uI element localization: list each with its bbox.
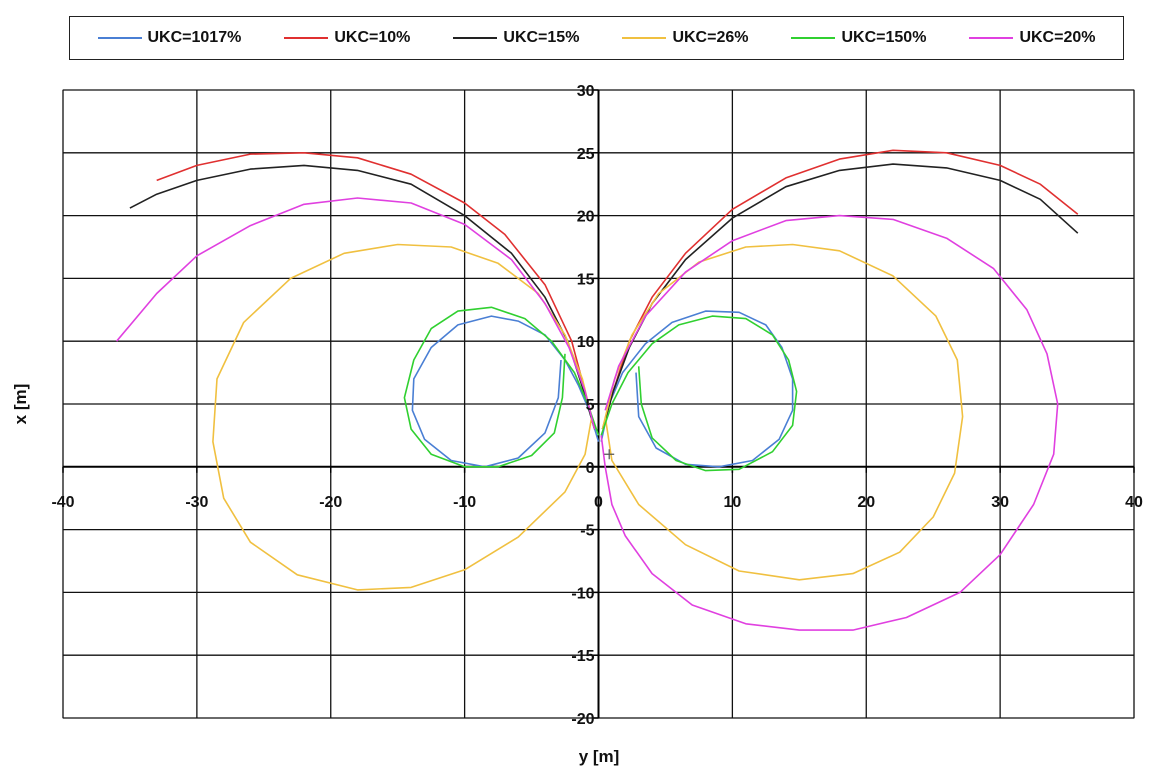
series-line xyxy=(212,243,596,591)
legend-swatch xyxy=(284,37,329,39)
y-tick-label: -5 xyxy=(580,523,594,540)
x-tick-label: 0 xyxy=(594,494,603,511)
legend: UKC=1017% UKC=10% UKC=15% UKC=26% UKC=150% UK… xyxy=(69,16,1124,60)
legend-label: UKC=26% xyxy=(672,29,749,46)
x-tick-label: 20 xyxy=(857,494,875,511)
series-line xyxy=(403,306,600,468)
series-line xyxy=(600,315,798,472)
x-axis-title: y [m] xyxy=(579,747,620,766)
legend-item: UKC=1017% xyxy=(97,29,242,47)
legend-label: UKC=150% xyxy=(841,29,927,46)
series-line xyxy=(115,197,596,430)
x-tick-label: 40 xyxy=(1125,494,1143,511)
legend-item: UKC=26% xyxy=(622,29,748,47)
legend-item: UKC=150% xyxy=(791,29,926,47)
legend-item: UKC=15% xyxy=(453,29,579,47)
series-layer xyxy=(115,149,1079,631)
y-tick-label: 20 xyxy=(577,209,595,226)
x-tick-label: 10 xyxy=(723,494,741,511)
x-tick-label: -40 xyxy=(51,494,74,511)
x-tick-label: 30 xyxy=(991,494,1009,511)
series-line xyxy=(600,214,1059,631)
tick-labels: -40 -30 -20 -10 0 10 20 30 40-20-15-10-505101520… xyxy=(51,83,1143,728)
y-tick-label: -15 xyxy=(571,648,594,665)
start-marker xyxy=(604,449,615,460)
y-tick-label: 15 xyxy=(577,271,595,288)
y-axis-title: x [m] xyxy=(11,384,30,425)
legend-label: UKC=20% xyxy=(1019,29,1096,46)
series-line xyxy=(156,152,596,430)
legend-swatch xyxy=(97,37,142,39)
y-tick-label: 0 xyxy=(586,460,595,477)
y-tick-label: 30 xyxy=(577,83,595,100)
y-tick-label: 25 xyxy=(577,146,595,163)
legend-item: UKC=20% xyxy=(969,29,1095,47)
series-line xyxy=(601,243,964,581)
x-tick-label: -30 xyxy=(185,494,208,511)
y-tick-label: -10 xyxy=(571,585,594,602)
legend-label: UKC=15% xyxy=(503,29,580,46)
legend-swatch xyxy=(969,37,1014,39)
y-tick-label: -20 xyxy=(571,711,594,728)
y-tick-label: 10 xyxy=(577,334,595,351)
legend-swatch xyxy=(622,37,667,39)
x-tick-label: -20 xyxy=(319,494,342,511)
legend-swatch xyxy=(453,37,498,39)
x-tick-label: -10 xyxy=(453,494,476,511)
legend-item: UKC=10% xyxy=(284,29,410,47)
legend-swatch xyxy=(791,37,836,39)
legend-label: UKC=1017% xyxy=(147,29,242,46)
legend-label: UKC=10% xyxy=(334,29,411,46)
y-tick-label: 5 xyxy=(586,397,595,414)
series-line xyxy=(411,315,600,468)
